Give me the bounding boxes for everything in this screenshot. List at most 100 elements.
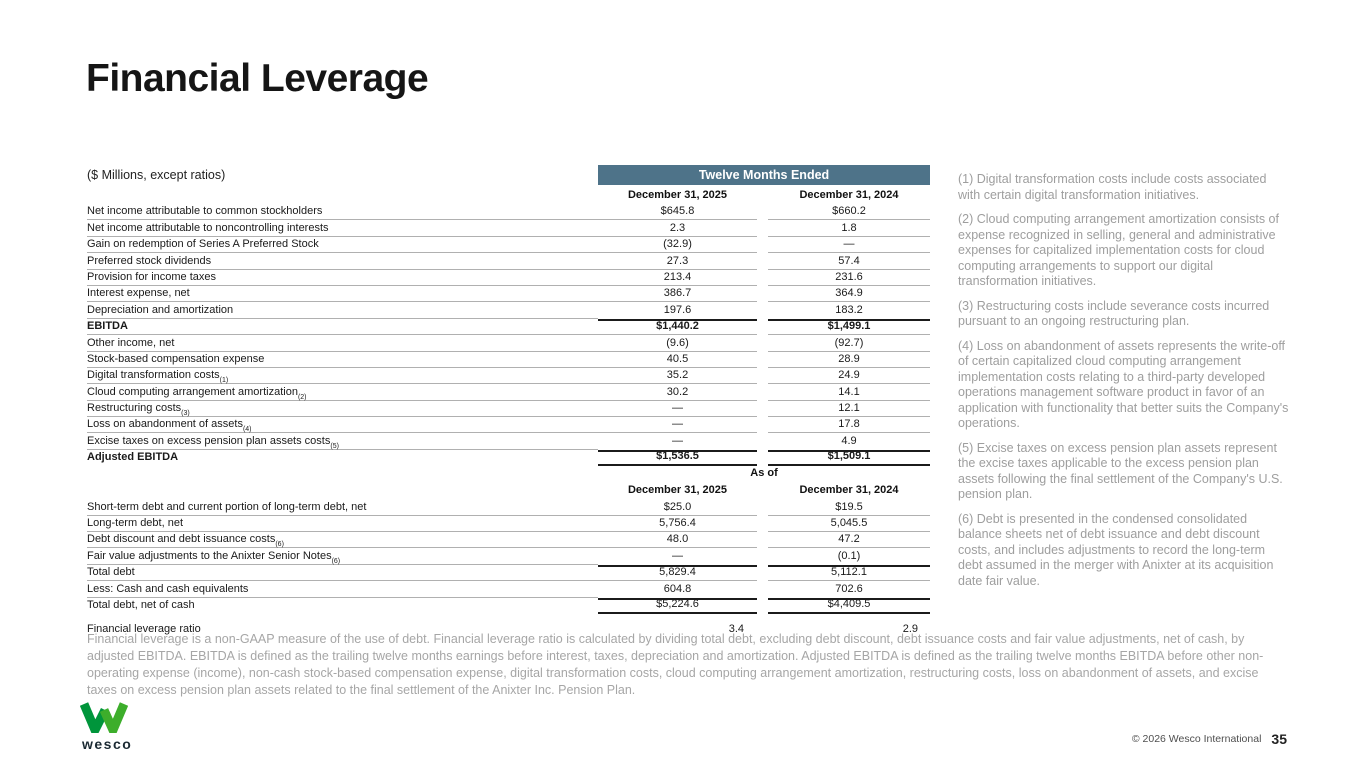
table-row: Loss on abandonment of assets (4) — 17.8 (87, 417, 930, 434)
row-label: Depreciation and amortization (87, 302, 598, 319)
row-label: Loss on abandonment of assets (4) (87, 417, 598, 434)
value-2024: — (768, 237, 930, 254)
table-row: Cloud computing arrangement amortization… (87, 384, 930, 401)
value-2025: $5,224.6 (598, 597, 757, 614)
footnotes-column: (1) Digital transformation costs include… (958, 172, 1292, 598)
value-2025: 27.3 (598, 253, 757, 270)
table-row: Interest expense, net 386.7 364.9 (87, 286, 930, 303)
table-row: Other income, net (9.6) (92.7) (87, 335, 930, 352)
row-label: Interest expense, net (87, 286, 598, 303)
row-label: Cloud computing arrangement amortization… (87, 384, 598, 401)
value-2025: $645.8 (598, 204, 757, 221)
copyright-text: © 2026 Wesco International (1131, 733, 1262, 745)
row-label: Long-term debt, net (87, 516, 598, 533)
footnote: (3) Restructuring costs include severanc… (958, 298, 1270, 329)
value-2025: (32.9) (598, 237, 757, 254)
value-2024: $4,409.5 (768, 597, 930, 614)
table-row: Restructuring costs (3) — 12.1 (87, 401, 930, 418)
value-2024: 4.9 (841, 434, 857, 447)
value-2025: — (598, 401, 757, 418)
table-row: Long-term debt, net 5,756.4 5,045.5 (87, 516, 930, 533)
value-2024: 17.8 (768, 417, 930, 434)
page-title: Financial Leverage (86, 57, 429, 100)
column-headers-ttm: December 31, 2025 December 31, 2024 (87, 189, 930, 204)
row-label: Digital transformation costs (1) (87, 368, 598, 385)
non-gaap-description: Financial leverage is a non-GAAP measure… (87, 632, 1264, 697)
value-2024: (0.1) (837, 549, 861, 562)
value-2024: 364.9 (768, 286, 930, 303)
table-row: Digital transformation costs (1) 35.2 24.9 (87, 368, 930, 385)
value-2024: 5,112.1 (768, 564, 930, 582)
value-2025: 40.5 (598, 352, 757, 368)
value-2025: 5,756.4 (598, 516, 757, 533)
row-label: Total debt, net of cash (87, 598, 195, 611)
wesco-wordmark: wesco (82, 736, 133, 752)
row-label: Financial leverage ratio (87, 622, 201, 635)
table-header-band: Twelve Months Ended (598, 165, 930, 185)
value-2024: $1,509.1 (768, 449, 930, 467)
column-header-2025: December 31, 2025 (627, 189, 728, 201)
ratio-value-2024: 2.9 (902, 622, 918, 635)
footnote: (6) Debt is presented in the condensed c… (958, 511, 1274, 588)
ratio-value-2025: 3.4 (728, 622, 744, 635)
row-label: Stock-based compensation expense (87, 352, 598, 368)
table-row: Depreciation and amortization 197.6 183.2 (87, 302, 930, 319)
value-2024: 1.8 (768, 220, 930, 237)
value-2025: 197.6 (663, 303, 692, 316)
value-2024: 24.9 (768, 368, 930, 385)
value-2025: 604.8 (663, 582, 692, 595)
table-row: Net income attributable to noncontrollin… (87, 220, 930, 237)
value-2025: $1,536.5 (598, 449, 757, 467)
row-label: Excise taxes on excess pension plan asse… (87, 433, 598, 450)
ebitda-section-rows: Net income attributable to common stockh… (87, 204, 930, 467)
table-row: EBITDA $1,440.2 $1,499.1 (87, 318, 930, 336)
row-label: Provision for income taxes (87, 270, 598, 286)
value-2025: — (672, 434, 683, 447)
column-header-2024: December 31, 2024 (799, 484, 899, 497)
value-2024: 28.9 (768, 352, 930, 368)
footnote: (5) Excise taxes on excess pension plan … (958, 440, 1283, 502)
wesco-logo: wesco (79, 701, 150, 752)
value-2025: — (598, 417, 757, 434)
table-row: Fair value adjustments to the Anixter Se… (87, 548, 930, 565)
value-2025: 5,829.4 (598, 564, 757, 582)
value-2024: 5,045.5 (768, 516, 930, 533)
table-row: Gain on redemption of Series A Preferred… (87, 237, 930, 254)
value-2025: 213.4 (598, 270, 757, 286)
value-2025: 48.0 (598, 532, 757, 549)
row-label: Debt discount and debt issuance costs (6) (87, 532, 598, 549)
footnote: (1) Digital transformation costs include… (958, 172, 1267, 202)
value-2025: 386.7 (598, 286, 757, 303)
value-2025: — (672, 549, 683, 562)
financial-table: ($ Millions, except ratios) Twelve Month… (87, 165, 930, 635)
value-2024: $19.5 (768, 499, 930, 516)
column-header-2025: December 31, 2025 (627, 484, 728, 497)
value-2024: 12.1 (768, 401, 930, 418)
units-label: ($ Millions, except ratios) (87, 168, 226, 182)
debt-section-rows: Short-term debt and current portion of l… (87, 499, 930, 614)
row-label: Gain on redemption of Series A Preferred… (87, 237, 598, 254)
row-label: Adjusted EBITDA (87, 451, 179, 464)
row-label: Preferred stock dividends (87, 253, 598, 270)
table-row: Net income attributable to common stockh… (87, 204, 930, 221)
row-label: Total debt (87, 565, 598, 582)
value-2024: 47.2 (768, 532, 930, 549)
value-2024: 57.4 (768, 253, 930, 270)
value-2025: $25.0 (598, 499, 757, 516)
value-2024: $1,499.1 (768, 318, 930, 336)
value-2025: 2.3 (598, 220, 757, 237)
table-row: Excise taxes on excess pension plan asse… (87, 433, 930, 450)
footer-right: © 2026 Wesco International 35 (1132, 731, 1287, 747)
table-row: Total debt, net of cash $5,224.6 $4,409.5 (87, 597, 930, 614)
table-row: Adjusted EBITDA $1,536.5 $1,509.1 (87, 449, 930, 467)
column-header-2024: December 31, 2024 (799, 189, 899, 201)
table-row: Stock-based compensation expense 40.5 28.9 (87, 352, 930, 368)
table-row: Debt discount and debt issuance costs (6)… (87, 532, 930, 549)
footnote: (4) Loss on abandonment of assets repres… (958, 338, 1289, 431)
table-row: Preferred stock dividends 27.3 57.4 (87, 253, 930, 270)
row-label: Restructuring costs (3) (87, 401, 598, 418)
row-label: Net income attributable to noncontrollin… (87, 220, 598, 237)
value-2024: (92.7) (768, 335, 930, 352)
row-label: Less: Cash and cash equivalents (87, 581, 598, 598)
